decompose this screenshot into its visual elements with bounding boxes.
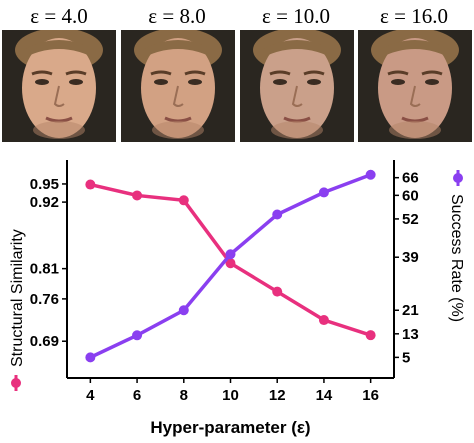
data-point [365,169,376,180]
data-point [85,179,96,190]
face-illustration [358,30,472,142]
right-eye [188,79,202,85]
chin-shadow [152,121,204,139]
x-axis-title: Hyper-parameter (ε) [150,418,310,437]
data-point [272,209,283,220]
x-tick-label: 14 [316,387,333,404]
chin-shadow [389,121,441,139]
left-y-tick-label: 0.76 [30,291,59,308]
data-point [365,330,376,341]
chin-shadow [33,121,85,139]
epsilon-label-3: ε = 10.0 [262,4,330,28]
nose [172,85,184,107]
data-point [318,187,329,198]
left-y-tick-label: 0.95 [30,176,59,193]
data-point [178,195,189,206]
x-tick-label: 16 [362,387,379,404]
left-eyebrow [31,70,53,76]
left-y-tick-label: 0.92 [30,194,59,211]
right-axis-title-group: Success Rate (%) [448,170,465,322]
x-tick-label: 10 [222,387,239,404]
right-y-tick-label: 13 [402,326,419,343]
hair-fringe [20,40,98,60]
right-y-tick-label: 60 [402,187,419,204]
right-eye [425,79,439,85]
data-point [132,190,143,201]
right-eyebrow [421,70,443,76]
left-eye [154,79,168,85]
nose [291,85,303,107]
right-y-tick-label: 66 [402,170,419,187]
right-eye [69,79,83,85]
x-tick-label: 12 [269,387,286,404]
x-tick-label: 8 [180,387,188,404]
data-point [178,305,189,316]
nose [409,85,421,107]
right-y-tick-label: 39 [402,249,419,266]
legend-marker-success-rate [453,173,463,183]
data-point [225,258,236,269]
data-point [132,330,143,341]
left-eyebrow [387,70,409,76]
face-illustration [240,30,354,142]
face-image-3 [240,30,354,142]
right-y-tick-label: 5 [402,349,410,366]
right-y-tick-label: 52 [402,211,419,228]
face-image-2 [121,30,235,142]
nose [53,85,65,107]
data-point [272,286,283,297]
data-point [85,352,96,363]
left-y-tick-label: 0.69 [30,333,59,350]
face-illustration [2,30,116,142]
right-axis-title: Success Rate (%) [448,194,465,322]
face-illustration [121,30,235,142]
hair-fringe [139,40,217,60]
epsilon-label-1: ε = 4.0 [30,4,88,28]
epsilon-label-4: ε = 16.0 [380,4,448,28]
right-y-tick-label: 21 [402,302,419,319]
left-eye [273,79,287,85]
legend-marker-similarity [11,378,21,388]
left-eyebrow [150,70,172,76]
hair-fringe [376,40,454,60]
face-image-4 [358,30,472,142]
face-image-1 [2,30,116,142]
left-eyebrow [269,70,291,76]
right-eye [307,79,321,85]
chin-shadow [271,121,323,139]
chart-axes [62,160,399,383]
hair-fringe [258,40,336,60]
left-eye [35,79,49,85]
left-axis-title-group: Structural Similarity [9,229,26,391]
right-eyebrow [184,70,206,76]
data-point [318,315,329,326]
right-eyebrow [65,70,87,76]
x-tick-label: 6 [133,387,141,404]
right-eyebrow [303,70,325,76]
left-eye [391,79,405,85]
chart-series [85,169,376,363]
x-tick-label: 4 [86,387,95,404]
left-y-tick-label: 0.81 [30,261,59,278]
data-point [225,249,236,260]
epsilon-label-2: ε = 8.0 [148,4,206,28]
left-axis-title: Structural Similarity [9,229,26,367]
